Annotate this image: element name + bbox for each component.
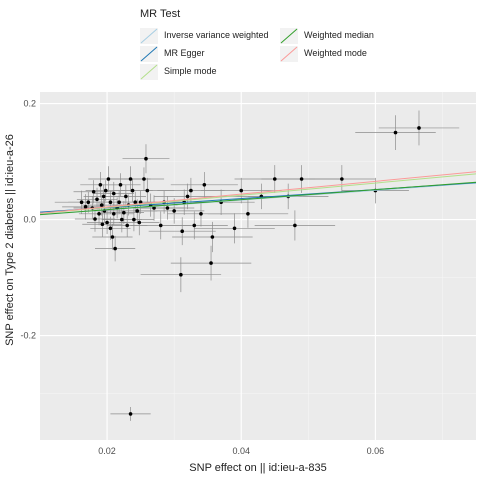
data-point (202, 183, 207, 187)
data-point (210, 235, 215, 239)
legend-title: MR Test (140, 8, 181, 20)
data-point (83, 205, 88, 209)
data-point (340, 177, 344, 181)
data-point (128, 412, 133, 416)
data-point (108, 200, 113, 204)
data-point (145, 188, 150, 193)
data-point (113, 246, 117, 251)
legend-swatch (280, 46, 298, 62)
data-point (86, 200, 91, 204)
data-point (111, 191, 116, 196)
data-point (189, 188, 193, 193)
data-point (101, 194, 106, 199)
data-point (172, 209, 176, 213)
legend-swatch (280, 28, 298, 44)
data-point (299, 177, 304, 181)
x-tick-label: 0.04 (232, 446, 250, 456)
legend-label: Inverse variance weighted (164, 30, 269, 40)
regression-line (39, 171, 477, 214)
x-tick-label: 0.06 (367, 446, 385, 456)
data-point (111, 212, 116, 216)
data-point (100, 222, 105, 227)
regression-line (39, 173, 477, 215)
data-point (103, 188, 108, 193)
data-point (199, 212, 203, 216)
data-point (272, 177, 277, 181)
data-point (124, 194, 128, 199)
data-point (117, 200, 121, 204)
data-point (185, 194, 190, 199)
data-point (91, 189, 96, 194)
data-point (137, 220, 142, 225)
data-point (246, 212, 250, 216)
data-point (93, 217, 97, 221)
data-point (130, 188, 135, 193)
watermark-text: 知乎 @生信与临床 (392, 448, 480, 462)
legend-label: Weighted median (304, 30, 374, 40)
data-point (98, 183, 103, 187)
data-point (99, 203, 104, 207)
data-point (158, 223, 163, 228)
data-point (106, 177, 111, 181)
data-point (120, 217, 124, 222)
data-point (165, 206, 170, 210)
x-axis-label: SNP effect on || id:ieu-a-835 (189, 462, 327, 474)
data-point (417, 126, 421, 130)
data-point (105, 220, 109, 225)
data-point (135, 209, 140, 213)
data-point (125, 223, 129, 228)
data-point (118, 183, 123, 187)
legend-swatch (140, 46, 158, 62)
data-point (95, 197, 99, 202)
data-point (110, 235, 115, 239)
data-point (97, 212, 101, 216)
data-point (239, 188, 244, 193)
legend-swatch (140, 64, 158, 80)
data-point (209, 261, 213, 265)
legend-label: Weighted mode (304, 48, 367, 58)
y-axis-label: SNP effect on Type 2 diabetes || id:ieu-… (4, 134, 16, 346)
data-point (132, 217, 136, 222)
data-point (128, 177, 133, 181)
data-point (393, 130, 398, 135)
legend-label: MR Egger (164, 48, 205, 58)
y-tick-label: 0.2 (23, 99, 36, 109)
regression-line (39, 181, 477, 216)
plot-panel (40, 92, 476, 440)
data-point (293, 223, 297, 228)
y-tick-label: 0.0 (23, 215, 36, 225)
y-tick-label: -0.2 (20, 331, 36, 341)
data-point (144, 156, 148, 161)
data-point (192, 223, 197, 228)
data-point (108, 226, 113, 231)
x-tick-label: 0.02 (98, 446, 116, 456)
data-point (152, 206, 156, 210)
data-point (142, 177, 146, 181)
data-point (180, 229, 185, 233)
data-point (232, 226, 237, 231)
legend-label: Simple mode (164, 66, 217, 76)
legend-swatch (140, 28, 158, 44)
data-point (79, 200, 84, 204)
data-point (122, 210, 126, 215)
data-point (179, 272, 183, 277)
data-point (133, 200, 138, 204)
